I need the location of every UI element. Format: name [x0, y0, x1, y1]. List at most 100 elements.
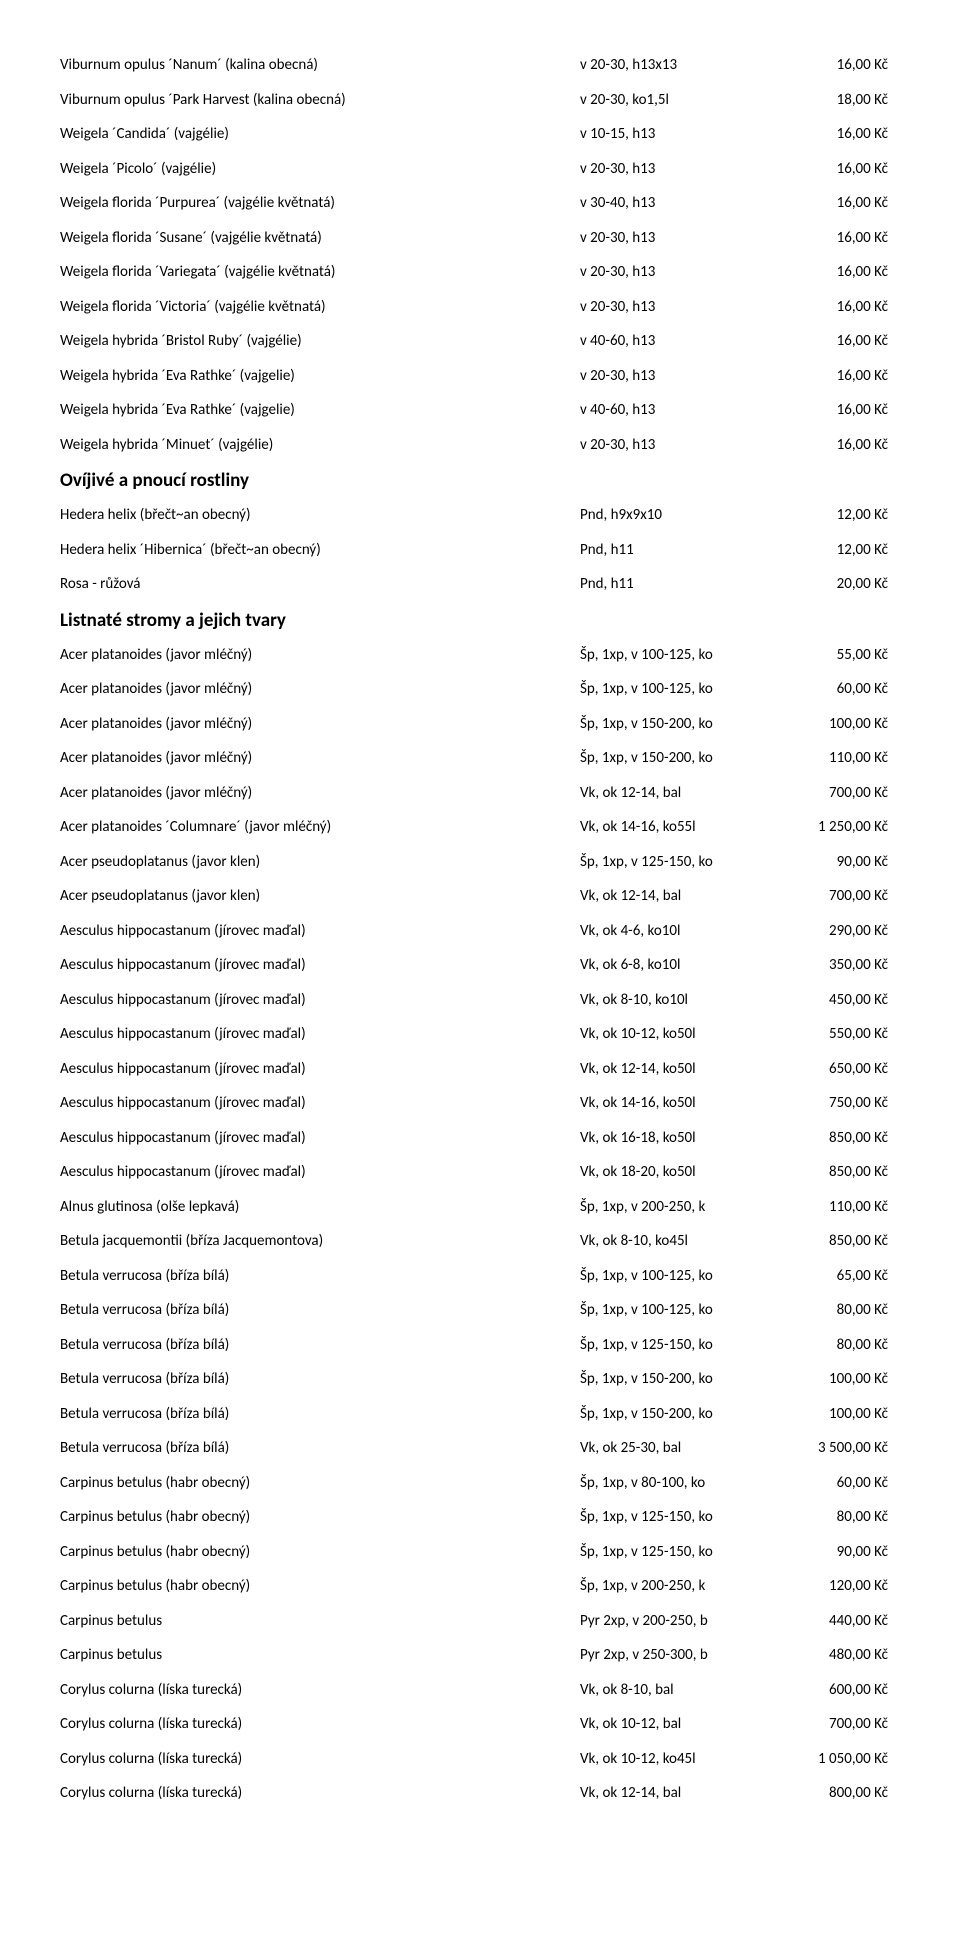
- table-row: Weigela florida ´Variegata´ (vajgélie kv…: [60, 255, 900, 290]
- table-row: Carpinus betulus (habr obecný)Šp, 1xp, v…: [60, 1535, 900, 1570]
- table-row: Betula jacquemontii (bříza Jacquemontova…: [60, 1224, 900, 1259]
- table-row: Weigela florida ´Susane´ (vajgélie květn…: [60, 221, 900, 256]
- product-spec: Šp, 1xp, v 150-200, ko: [580, 1397, 768, 1432]
- product-name: Weigela florida ´Purpurea´ (vajgélie kvě…: [60, 186, 580, 221]
- product-name: Carpinus betulus (habr obecný): [60, 1535, 580, 1570]
- table-row: Aesculus hippocastanum (jírovec maďal)Vk…: [60, 1017, 900, 1052]
- product-name: Aesculus hippocastanum (jírovec maďal): [60, 1121, 580, 1156]
- table-row: Weigela ´Candida´ (vajgélie)v 10-15, h13…: [60, 117, 900, 152]
- product-spec: Šp, 1xp, v 125-150, ko: [580, 1500, 768, 1535]
- product-spec: Vk, ok 25-30, bal: [580, 1431, 768, 1466]
- product-spec: Šp, 1xp, v 125-150, ko: [580, 1535, 768, 1570]
- product-price: 16,00 Kč: [768, 255, 888, 290]
- product-name: Acer platanoides (javor mléčný): [60, 638, 580, 673]
- product-name: Betula verrucosa (bříza bílá): [60, 1293, 580, 1328]
- product-price: 80,00 Kč: [768, 1293, 888, 1328]
- product-price: 600,00 Kč: [768, 1673, 888, 1708]
- product-name: Aesculus hippocastanum (jírovec maďal): [60, 983, 580, 1018]
- product-price: 850,00 Kč: [768, 1224, 888, 1259]
- product-price: 700,00 Kč: [768, 879, 888, 914]
- product-price: 16,00 Kč: [768, 324, 888, 359]
- product-spec: Vk, ok 8-10, ko10l: [580, 983, 768, 1018]
- product-spec: v 20-30, h13: [580, 152, 768, 187]
- product-price: 700,00 Kč: [768, 776, 888, 811]
- product-price: 60,00 Kč: [768, 1466, 888, 1501]
- product-spec: v 20-30, h13x13: [580, 48, 768, 83]
- table-row: Weigela hybrida ´Bristol Ruby´ (vajgélie…: [60, 324, 900, 359]
- product-spec: Vk, ok 18-20, ko50l: [580, 1155, 768, 1190]
- product-spec: Vk, ok 12-14, bal: [580, 879, 768, 914]
- product-price: 16,00 Kč: [768, 152, 888, 187]
- product-price: 100,00 Kč: [768, 707, 888, 742]
- product-price: 20,00 Kč: [768, 567, 888, 602]
- table-row: Acer platanoides (javor mléčný)Šp, 1xp, …: [60, 741, 900, 776]
- product-spec: Vk, ok 4-6, ko10l: [580, 914, 768, 949]
- product-spec: Vk, ok 12-14, bal: [580, 776, 768, 811]
- table-row: Weigela hybrida ´Minuet´ (vajgélie)v 20-…: [60, 428, 900, 463]
- product-spec: Šp, 1xp, v 125-150, ko: [580, 1328, 768, 1363]
- table-row: Aesculus hippocastanum (jírovec maďal)Vk…: [60, 1155, 900, 1190]
- product-spec: Vk, ok 6-8, ko10l: [580, 948, 768, 983]
- section-heading: Ovíjivé a pnoucí rostliny: [60, 464, 900, 498]
- product-name: Corylus colurna (líska turecká): [60, 1742, 580, 1777]
- product-spec: Šp, 1xp, v 100-125, ko: [580, 1293, 768, 1328]
- product-price: 16,00 Kč: [768, 428, 888, 463]
- table-row: Weigela florida ´Victoria´ (vajgélie kvě…: [60, 290, 900, 325]
- product-price: 550,00 Kč: [768, 1017, 888, 1052]
- product-spec: Šp, 1xp, v 80-100, ko: [580, 1466, 768, 1501]
- table-row: Weigela florida ´Purpurea´ (vajgélie kvě…: [60, 186, 900, 221]
- product-spec: Vk, ok 8-10, bal: [580, 1673, 768, 1708]
- table-row: Carpinus betulusPyr 2xp, v 250-300, b480…: [60, 1638, 900, 1673]
- product-price: 650,00 Kč: [768, 1052, 888, 1087]
- table-row: Acer platanoides (javor mléčný)Šp, 1xp, …: [60, 672, 900, 707]
- product-price: 290,00 Kč: [768, 914, 888, 949]
- product-name: Aesculus hippocastanum (jírovec maďal): [60, 1155, 580, 1190]
- product-spec: Šp, 1xp, v 125-150, ko: [580, 845, 768, 880]
- product-name: Betula verrucosa (bříza bílá): [60, 1362, 580, 1397]
- product-name: Aesculus hippocastanum (jírovec maďal): [60, 1017, 580, 1052]
- product-name: Viburnum opulus ´Park Harvest (kalina ob…: [60, 83, 580, 118]
- product-spec: Vk, ok 8-10, ko45l: [580, 1224, 768, 1259]
- product-price: 100,00 Kč: [768, 1362, 888, 1397]
- table-row: Betula verrucosa (bříza bílá)Šp, 1xp, v …: [60, 1259, 900, 1294]
- product-name: Carpinus betulus: [60, 1638, 580, 1673]
- product-name: Carpinus betulus (habr obecný): [60, 1466, 580, 1501]
- product-name: Aesculus hippocastanum (jírovec maďal): [60, 1052, 580, 1087]
- product-spec: Vk, ok 12-14, ko50l: [580, 1052, 768, 1087]
- product-price: 3 500,00 Kč: [768, 1431, 888, 1466]
- product-price: 18,00 Kč: [768, 83, 888, 118]
- product-name: Betula jacquemontii (bříza Jacquemontova…: [60, 1224, 580, 1259]
- table-row: Aesculus hippocastanum (jírovec maďal)Vk…: [60, 1121, 900, 1156]
- product-spec: v 20-30, h13: [580, 255, 768, 290]
- product-spec: Vk, ok 10-12, ko50l: [580, 1017, 768, 1052]
- table-row: Aesculus hippocastanum (jírovec maďal)Vk…: [60, 948, 900, 983]
- product-name: Betula verrucosa (bříza bílá): [60, 1397, 580, 1432]
- product-price: 480,00 Kč: [768, 1638, 888, 1673]
- product-price: 800,00 Kč: [768, 1776, 888, 1811]
- product-name: Acer platanoides (javor mléčný): [60, 672, 580, 707]
- table-row: Weigela ´Picolo´ (vajgélie)v 20-30, h131…: [60, 152, 900, 187]
- product-spec: Vk, ok 10-12, ko45l: [580, 1742, 768, 1777]
- table-row: Corylus colurna (líska turecká)Vk, ok 10…: [60, 1742, 900, 1777]
- product-price: 12,00 Kč: [768, 498, 888, 533]
- product-name: Aesculus hippocastanum (jírovec maďal): [60, 914, 580, 949]
- product-price: 750,00 Kč: [768, 1086, 888, 1121]
- product-name: Aesculus hippocastanum (jírovec maďal): [60, 1086, 580, 1121]
- product-spec: v 10-15, h13: [580, 117, 768, 152]
- product-price: 1 250,00 Kč: [768, 810, 888, 845]
- product-spec: Šp, 1xp, v 100-125, ko: [580, 638, 768, 673]
- product-name: Aesculus hippocastanum (jírovec maďal): [60, 948, 580, 983]
- product-price: 16,00 Kč: [768, 393, 888, 428]
- table-row: Carpinus betulus (habr obecný)Šp, 1xp, v…: [60, 1466, 900, 1501]
- product-spec: Šp, 1xp, v 150-200, ko: [580, 707, 768, 742]
- product-name: Betula verrucosa (bříza bílá): [60, 1259, 580, 1294]
- product-price: 350,00 Kč: [768, 948, 888, 983]
- product-name: Corylus colurna (líska turecká): [60, 1776, 580, 1811]
- product-price: 450,00 Kč: [768, 983, 888, 1018]
- table-row: Carpinus betulusPyr 2xp, v 200-250, b440…: [60, 1604, 900, 1639]
- product-spec: Šp, 1xp, v 100-125, ko: [580, 672, 768, 707]
- product-name: Betula verrucosa (bříza bílá): [60, 1328, 580, 1363]
- table-row: Hedera helix (břečt~an obecný)Pnd, h9x9x…: [60, 498, 900, 533]
- product-spec: Šp, 1xp, v 200-250, k: [580, 1190, 768, 1225]
- product-price: 80,00 Kč: [768, 1500, 888, 1535]
